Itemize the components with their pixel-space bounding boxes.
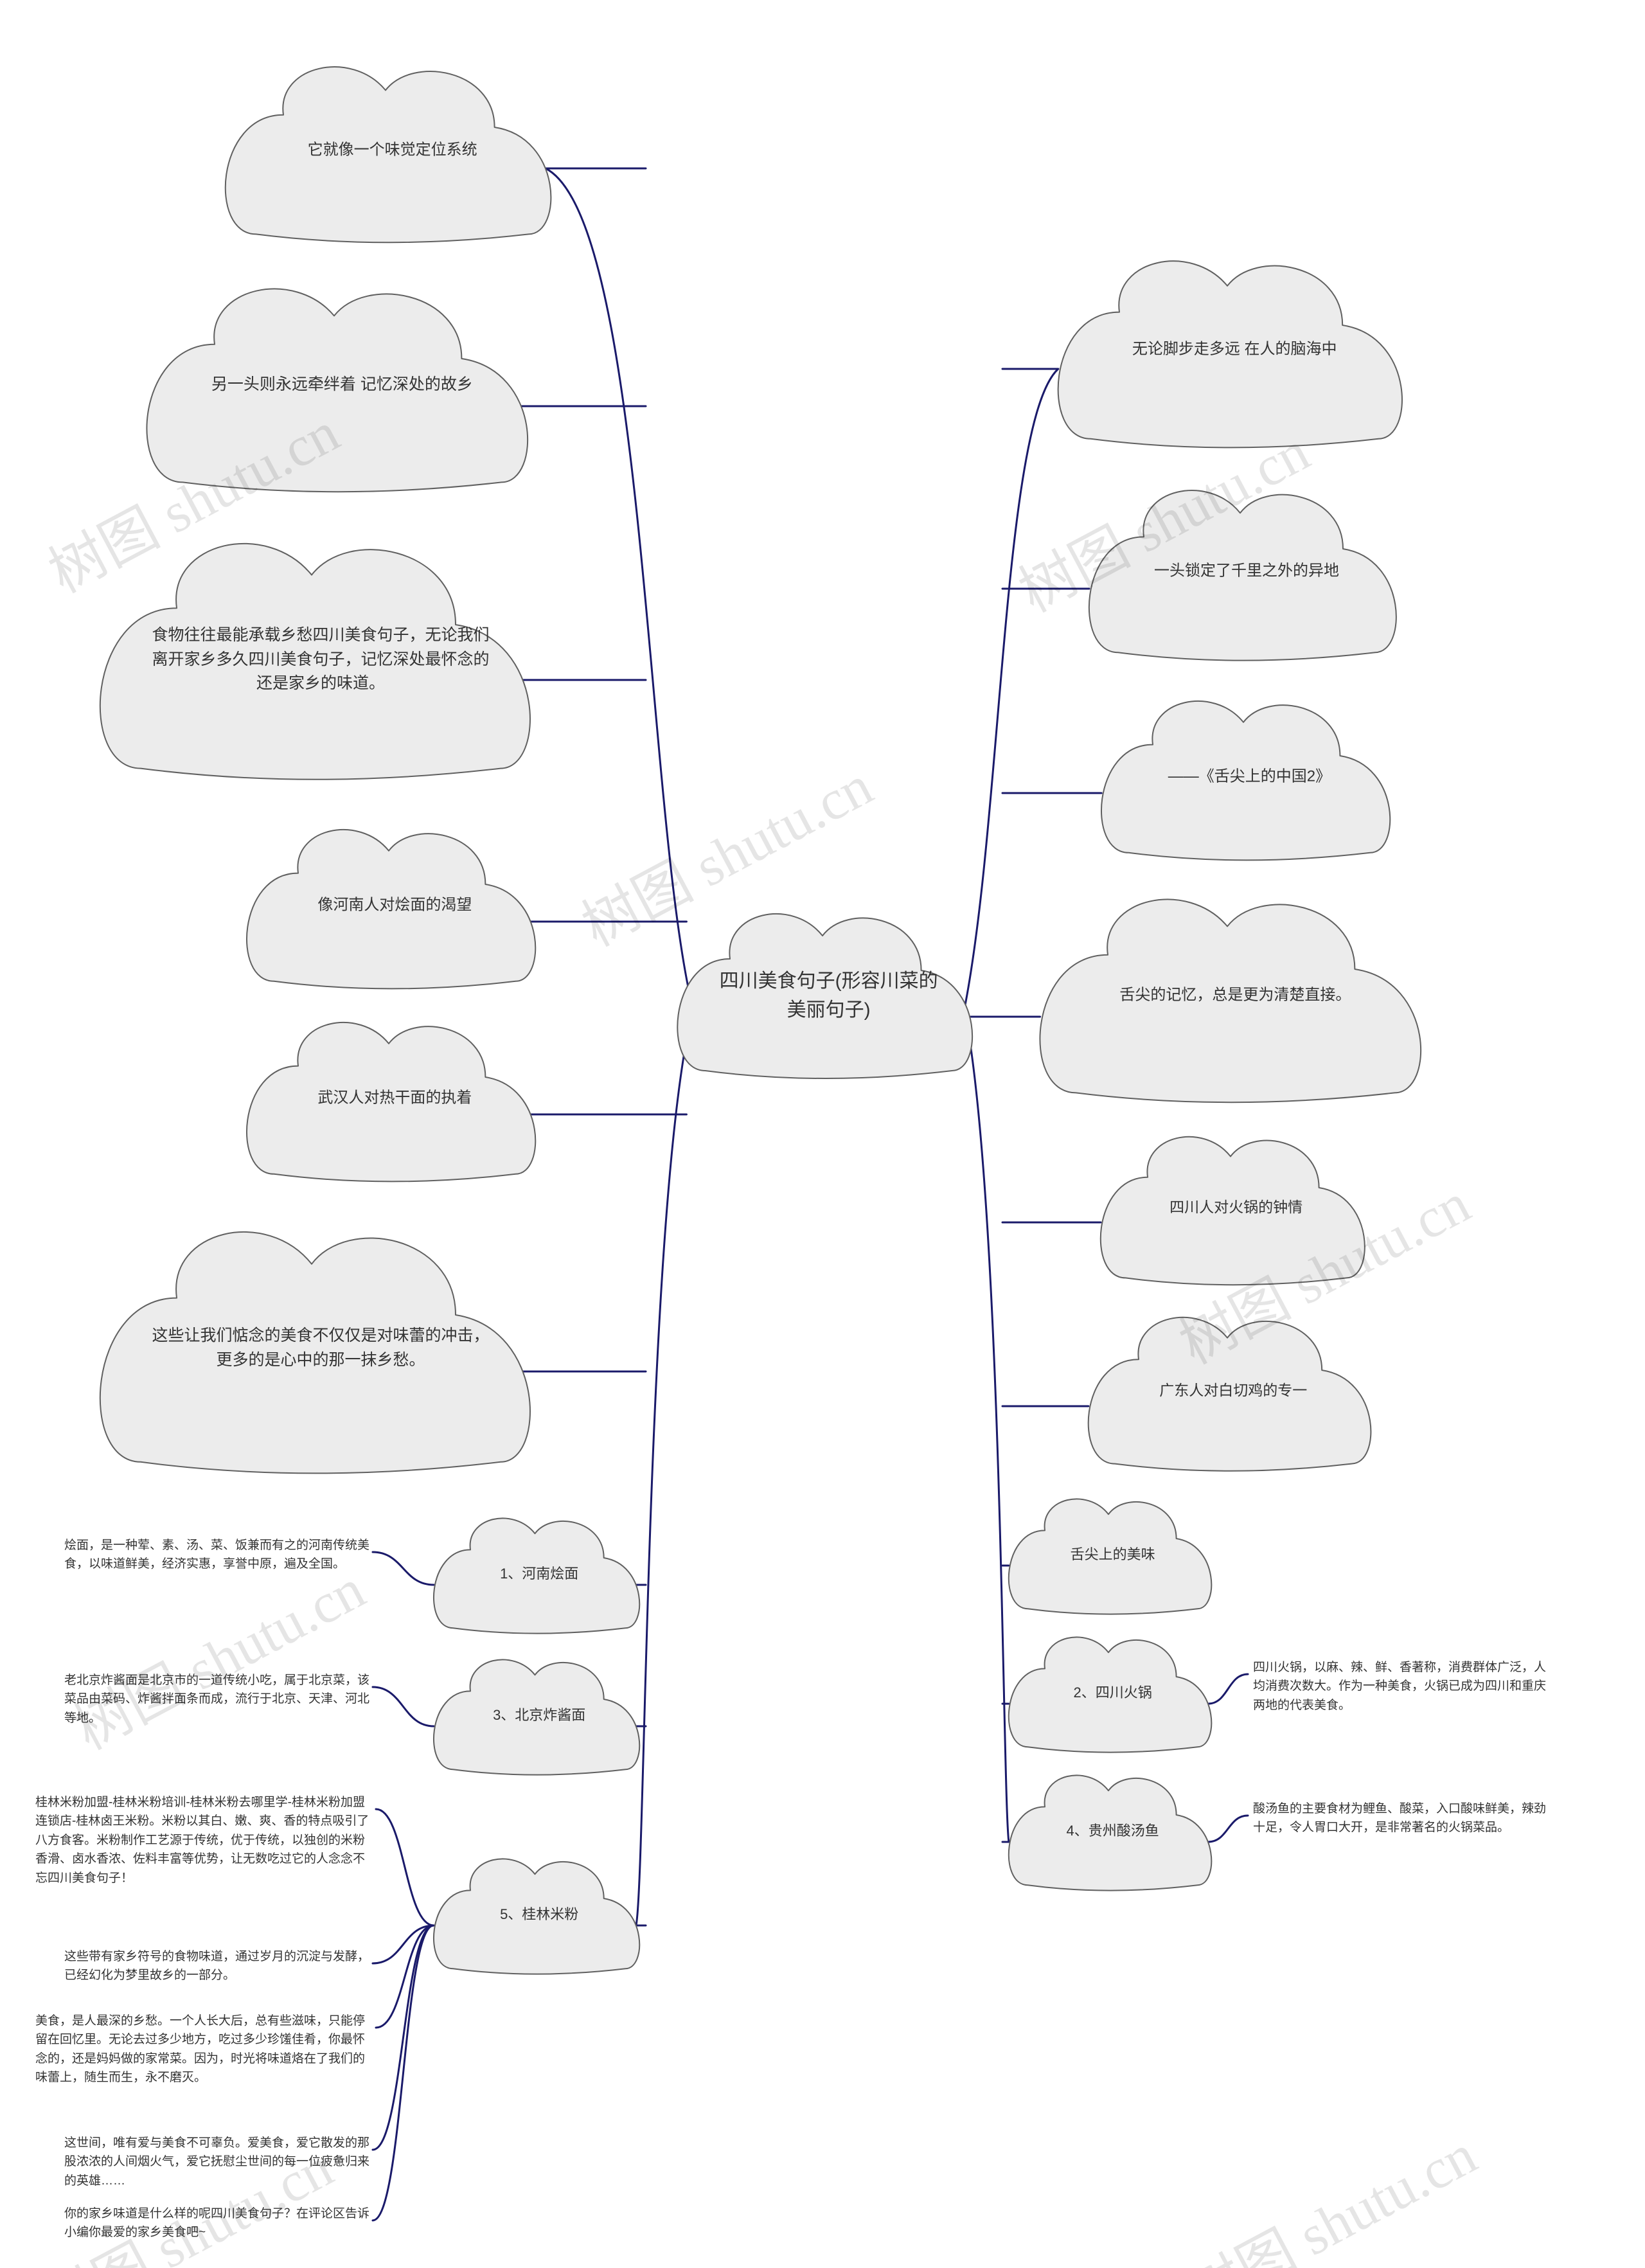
cloud-node: 一头锁定了千里之外的异地 [1080, 469, 1401, 668]
leaf-text: 桂林米粉加盟-桂林米粉培训-桂林米粉去哪里学-桂林米粉加盟连锁店-桂林卤王米粉。… [35, 1793, 376, 1888]
leaf-text: 四川火锅，以麻、辣、鲜、香著称，消费群体广泛，人均消费次数大。作为一种美食，火锅… [1253, 1658, 1555, 1715]
cloud-node: 5、桂林米粉 [427, 1844, 643, 1979]
leaf-text: 老北京炸酱面是北京市的一道传统小吃，属于北京菜，该菜品由菜码、炸酱拌面条而成，流… [64, 1671, 373, 1728]
leaf-text: 酸汤鱼的主要食材为鲤鱼、酸菜，入口酸味鲜美，辣劲十足，令人胃口大开，是非常著名的… [1253, 1799, 1555, 1837]
cloud-node: 1、河南烩面 [427, 1504, 643, 1639]
cloud-node: 舌尖上的美味 [1002, 1485, 1214, 1620]
leaf-text: 这些带有家乡符号的食物味道，通过岁月的沉淀与发酵，已经幻化为梦里故乡的一部分。 [64, 1947, 373, 1985]
cloud-node: 广东人对白切鸡的专一 [1080, 1298, 1375, 1478]
cloud-node: ——《舌尖上的中国2》 [1092, 681, 1394, 868]
cloud-node: 3、北京炸酱面 [427, 1645, 643, 1780]
cloud-node: 无论脚步走多远 在人的脑海中 [1047, 238, 1407, 456]
leaf-text: 美食，是人最深的乡愁。一个人长大后，总有些滋味，只能停留在回忆里。无论去过多少地… [35, 2012, 376, 2087]
cloud-node: 4、贵州酸汤鱼 [1002, 1761, 1214, 1896]
watermark: 树图 shutu.cn [58, 1544, 377, 1765]
cloud-node: 另一头则永远牵绊着 记忆深处的故乡 [135, 263, 533, 501]
cloud-node: 像河南人对烩面的渴望 [238, 810, 540, 996]
cloud-node: 这些让我们惦念的美食不仅仅是对味蕾的冲击，更多的是心中的那一抹乡愁。 [87, 1202, 537, 1485]
cloud-node: 它就像一个味觉定位系统 [215, 45, 556, 251]
watermark: 树图 shutu.cn [1169, 2110, 1488, 2268]
cloud-node: 2、四川火锅 [1002, 1623, 1214, 1758]
leaf-text: 这世间，唯有爱与美食不可辜负。爱美食，爱它散发的那股浓浓的人间烟火气，爱它抚慰尘… [64, 2134, 373, 2190]
leaf-text: 你的家乡味道是什么样的呢四川美食句子？在评论区告诉小编你最爱的家乡美食吧~ [64, 2204, 373, 2242]
center-node: 四川美食句子(形容川菜的美丽句子) [668, 893, 977, 1086]
cloud-node: 舌尖的记忆，总是更为清楚直接。 [1028, 874, 1427, 1112]
leaf-text: 烩面，是一种荤、素、汤、菜、饭兼而有之的河南传统美食，以味道鲜美，经济实惠，享誉… [64, 1536, 373, 1574]
cloud-node: 食物往往最能承载乡愁四川美食句子，无论我们离开家乡多久四川美食句子，记忆深处最怀… [87, 514, 537, 790]
cloud-node: 武汉人对热干面的执着 [238, 1003, 540, 1189]
cloud-node: 四川人对火锅的钟情 [1092, 1118, 1369, 1292]
